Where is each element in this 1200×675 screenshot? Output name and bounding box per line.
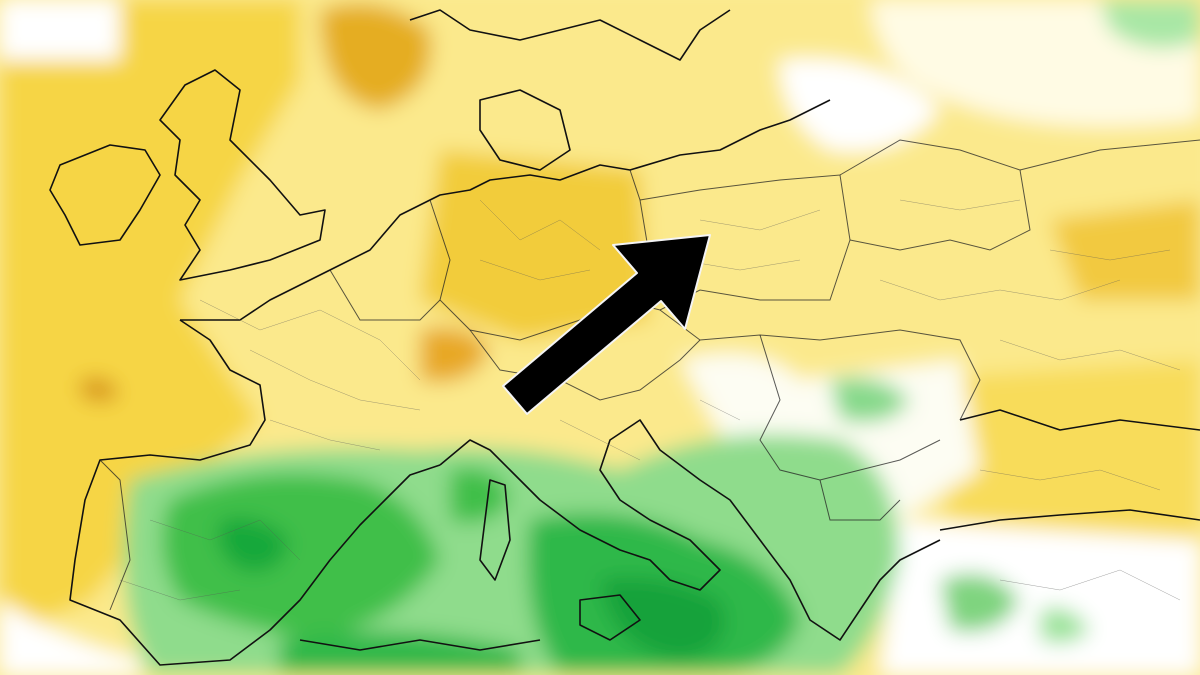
admin-regions [119,199,1181,601]
direction-arrow [502,234,711,415]
coastlines [49,9,1200,666]
